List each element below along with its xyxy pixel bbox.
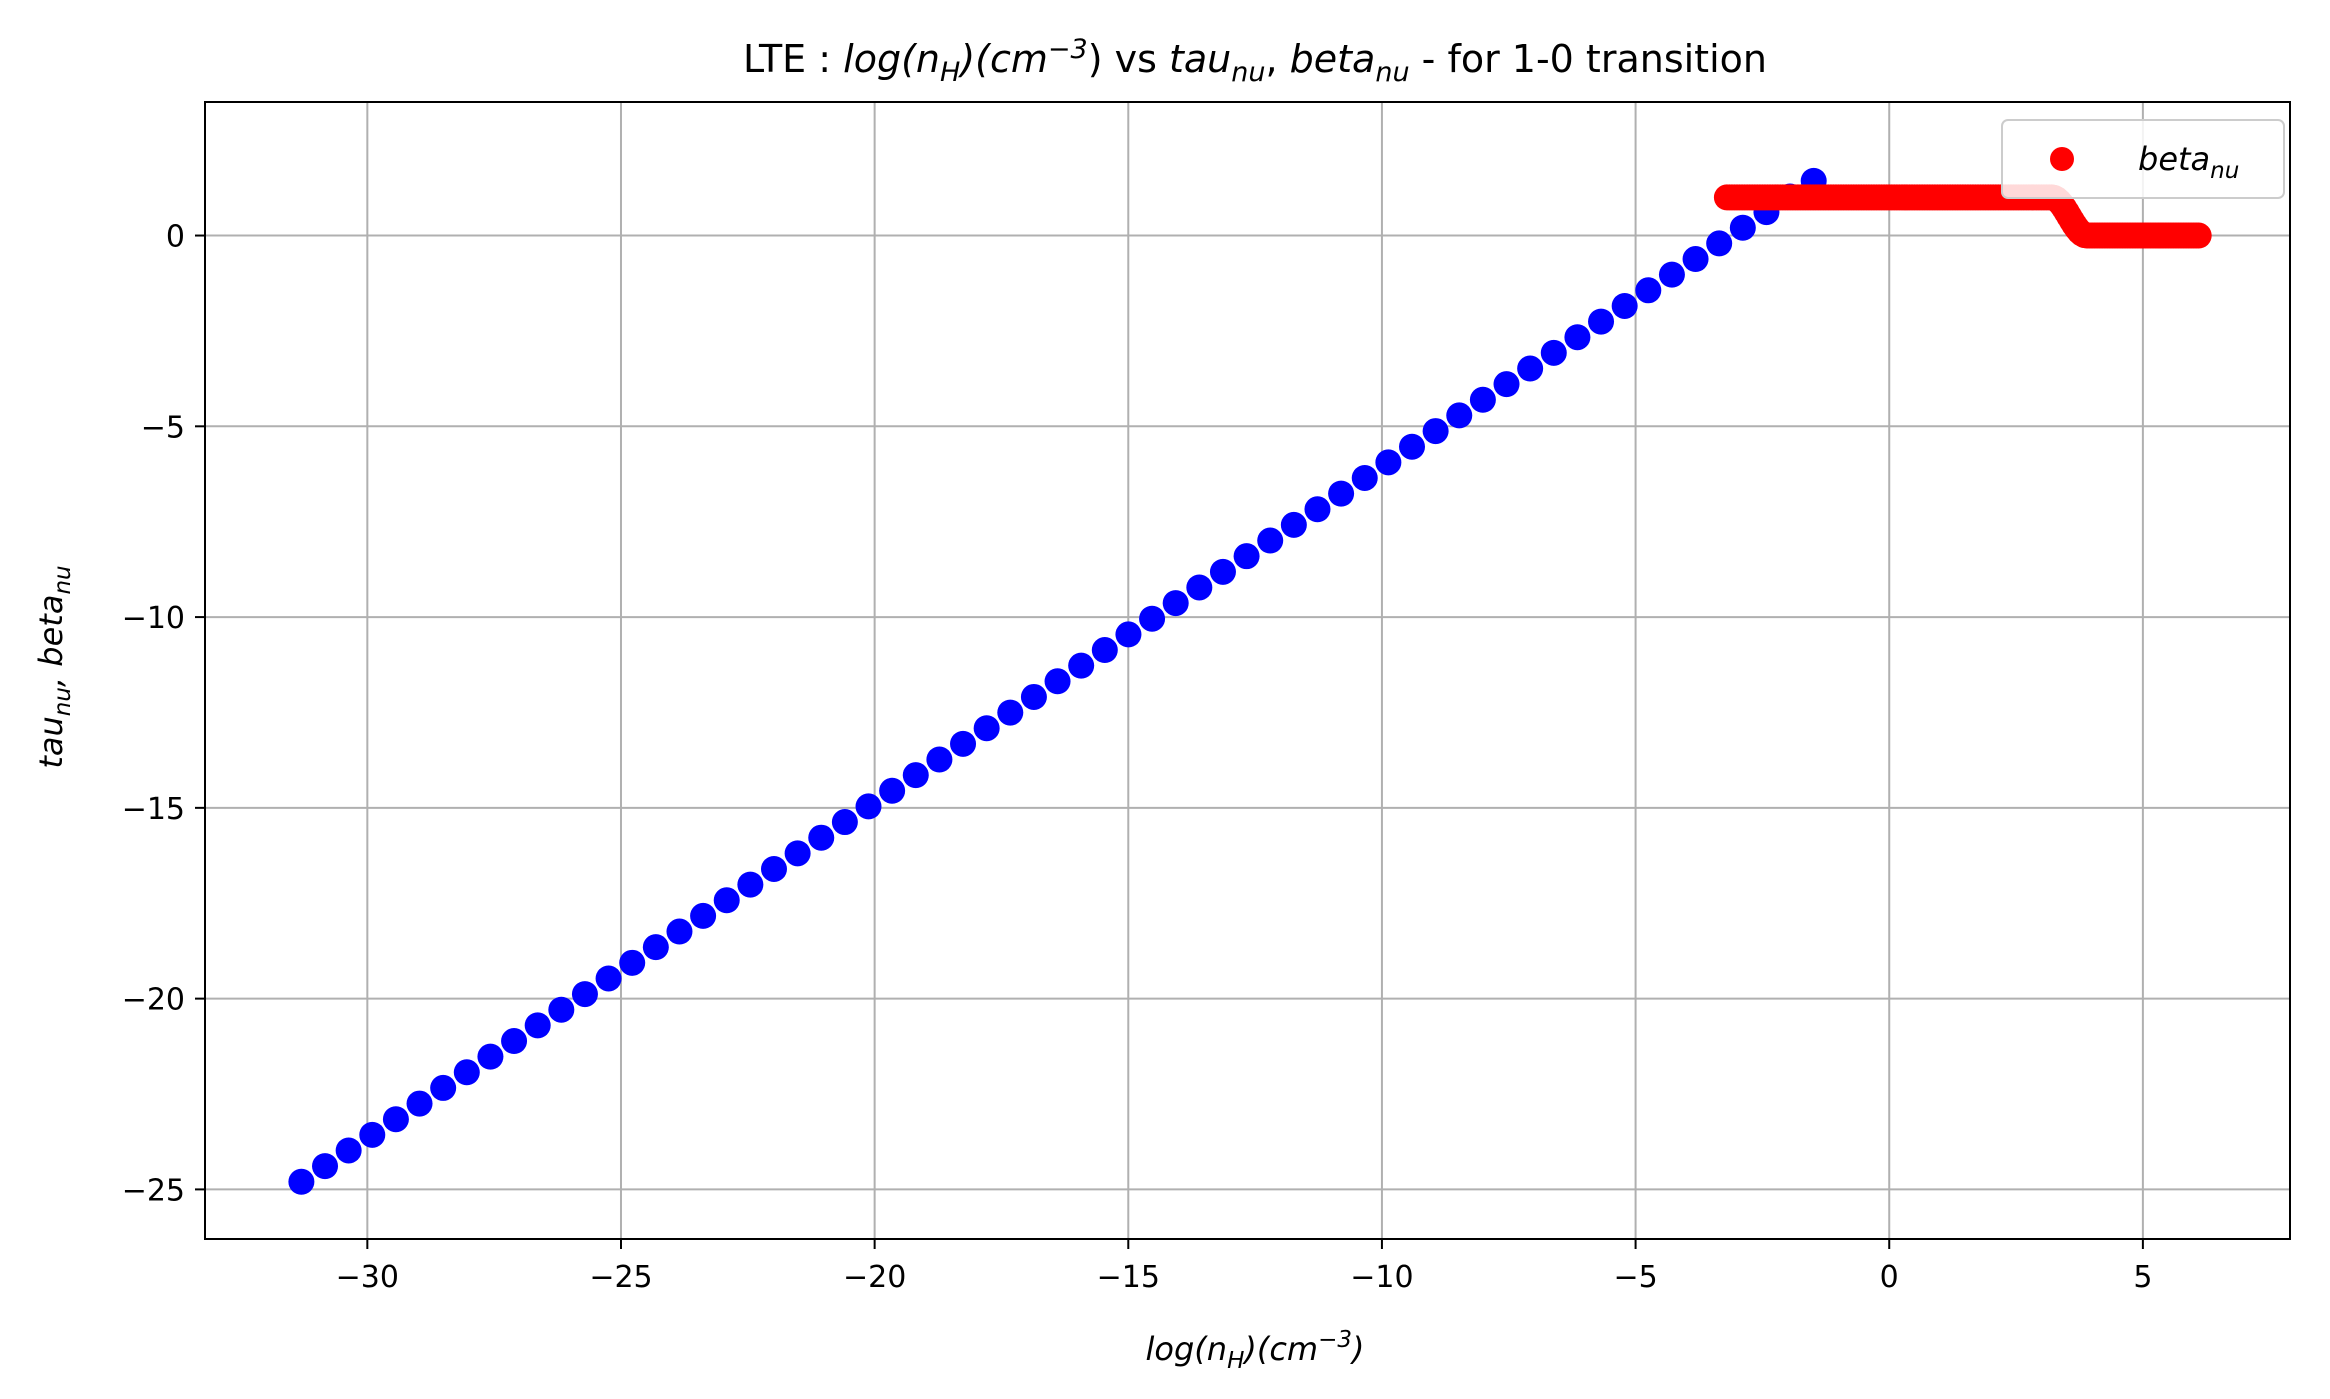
y-tick-label: −5: [141, 410, 185, 445]
tau-point: [950, 730, 977, 757]
tau-point: [784, 840, 811, 867]
y-tick-label: −10: [122, 601, 185, 636]
tau-point: [902, 762, 929, 789]
tau-point: [477, 1043, 504, 1070]
tau-point: [642, 934, 669, 961]
x-tick-label: 5: [2133, 1260, 2152, 1295]
tau-point: [430, 1074, 457, 1101]
tau-point: [808, 824, 835, 851]
x-tick-label: −5: [1613, 1260, 1657, 1295]
tau-point: [1611, 292, 1638, 319]
tau-point: [1517, 355, 1544, 382]
tau-point: [382, 1106, 409, 1133]
tau-point: [973, 715, 1000, 742]
y-axis-label: taunu, betanu: [32, 565, 76, 768]
tau-point: [737, 871, 764, 898]
tau-point: [879, 777, 906, 804]
tau-point: [997, 699, 1024, 726]
tau-point: [1139, 605, 1166, 632]
tau-point: [312, 1153, 339, 1180]
tau-point: [524, 1012, 551, 1039]
tau-point: [855, 793, 882, 820]
tau-point: [359, 1121, 386, 1148]
tau-point: [1186, 574, 1213, 601]
tau-point: [1209, 558, 1236, 585]
tau-point: [690, 902, 717, 929]
tau-point: [406, 1090, 433, 1117]
tau-point: [1682, 246, 1709, 273]
tau-point: [1635, 277, 1662, 304]
tau-point: [1493, 371, 1520, 398]
x-tick-label: −30: [336, 1260, 399, 1295]
tau-point: [1564, 324, 1591, 351]
legend-marker-beta: [2050, 147, 2074, 171]
tau-point: [501, 1028, 528, 1055]
chart-title: LTE : log(nH)(cm−3) vs taunu, betanu - f…: [743, 34, 1767, 88]
tau-point: [1328, 480, 1355, 507]
tau-point: [1068, 652, 1095, 679]
tau-point: [1162, 590, 1189, 617]
tau-point: [1115, 621, 1142, 648]
tau-point: [1375, 449, 1402, 476]
tau-point: [1706, 230, 1733, 257]
x-tick-label: −15: [1097, 1260, 1160, 1295]
tau-point: [1588, 308, 1615, 335]
x-tick-label: −20: [843, 1260, 906, 1295]
y-tick-label: −20: [122, 983, 185, 1018]
tau-point: [288, 1168, 315, 1195]
tau-point: [1351, 464, 1378, 491]
y-tick-label: −15: [122, 792, 185, 827]
tau-point: [1091, 637, 1118, 664]
legend-box: [2001, 119, 2285, 199]
tau-point: [335, 1137, 362, 1164]
tau-point: [1044, 668, 1071, 695]
y-axis-ticks: 0 −5 −10 −15 −20 −25: [122, 220, 205, 1208]
tau-point: [1020, 683, 1047, 710]
tau-point: [548, 996, 575, 1023]
legend: betanu: [2001, 119, 2285, 199]
tau-point: [453, 1059, 480, 1086]
tau-point: [1257, 527, 1284, 554]
tau-point: [1446, 402, 1473, 429]
tau-point: [1304, 496, 1331, 523]
tau-point: [1280, 511, 1307, 538]
tau-point: [595, 965, 622, 992]
tau-point: [831, 809, 858, 836]
tau-point: [619, 949, 646, 976]
x-tick-label: −25: [589, 1260, 652, 1295]
grid: [205, 102, 2290, 1239]
y-tick-label: −25: [122, 1173, 185, 1208]
beta-point: [2185, 222, 2212, 249]
tau-point: [571, 981, 598, 1008]
plot-frame: [204, 101, 2291, 1240]
tau-point: [1233, 543, 1260, 570]
tau-point: [666, 918, 693, 945]
x-axis-label: log(nH)(cm−3): [1146, 1327, 1365, 1374]
tau-point: [760, 855, 787, 882]
tau-point: [1422, 418, 1449, 445]
tau-point: [926, 746, 953, 773]
x-tick-label: −10: [1350, 1260, 1413, 1295]
tau-point: [1540, 339, 1567, 366]
y-tick-label: 0: [166, 220, 185, 255]
tau-point: [1469, 386, 1496, 413]
tau-point: [1658, 261, 1685, 288]
x-axis-ticks: −30 −25 −20 −15 −10 −5 0 5: [336, 1239, 2152, 1295]
tau-point: [1398, 433, 1425, 460]
legend-label-beta: betanu: [2138, 140, 2239, 184]
x-tick-label: 0: [1880, 1260, 1899, 1295]
tau-point: [713, 887, 740, 914]
tau-point: [1729, 214, 1756, 241]
